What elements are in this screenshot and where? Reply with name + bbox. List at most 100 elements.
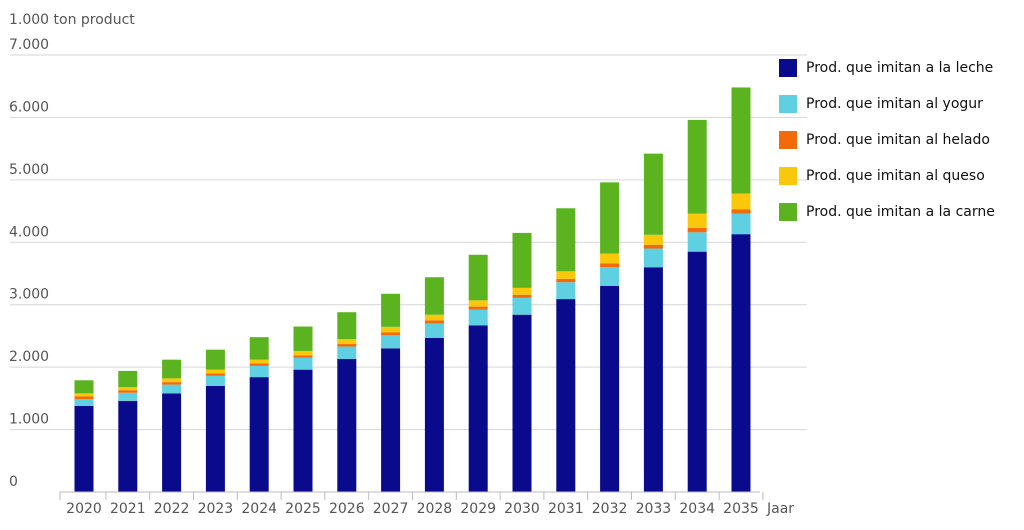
- bar-segment: [731, 234, 751, 493]
- bar-segment: [162, 384, 182, 394]
- legend-item: Prod. que imitan al helado: [779, 122, 995, 158]
- bar-segment: [468, 306, 488, 310]
- bar-segment: [118, 392, 138, 401]
- legend: Prod. que imitan a la leche Prod. que imi…: [779, 50, 995, 230]
- y-tick-label: 7.000: [9, 37, 49, 53]
- bar-segment: [162, 393, 182, 492]
- bar-segment: [118, 400, 138, 492]
- legend-label: Prod. que imitan al yogur: [806, 96, 983, 112]
- y-tick-label: 5.000: [9, 162, 49, 178]
- bar-segment: [118, 370, 138, 388]
- bar-segment: [687, 232, 707, 252]
- bar-segment: [600, 182, 620, 254]
- x-tick-label: 2034: [679, 501, 715, 517]
- legend-item: Prod. que imitan a la carne: [779, 194, 995, 230]
- bar-segment: [162, 378, 182, 383]
- bar-segment: [687, 213, 707, 228]
- bar-segment: [556, 208, 576, 272]
- x-tick-label: 2021: [110, 501, 146, 517]
- x-axis-label: Jaar: [766, 501, 794, 517]
- y-tick-label: 6.000: [9, 99, 49, 115]
- bar-segment: [74, 405, 94, 492]
- y-tick-label: 0: [9, 474, 18, 490]
- legend-label: Prod. que imitan al helado: [806, 132, 990, 148]
- bar-segment: [337, 339, 357, 345]
- x-tick-label: 2030: [504, 501, 540, 517]
- bar-segment: [424, 337, 444, 492]
- bar-segment: [118, 390, 138, 393]
- x-tick-label: 2032: [592, 501, 628, 517]
- x-tick-label: 2024: [241, 501, 277, 517]
- bar-segment: [600, 263, 620, 268]
- bar-segment: [731, 209, 751, 214]
- bar-segment: [512, 232, 532, 288]
- bar-segment: [205, 373, 225, 376]
- bar-segment: [381, 326, 401, 333]
- bar-segment: [293, 350, 313, 356]
- x-axis: 2020 2021 2022 2023 2024 2025 2026 2027 2028 2029…: [59, 491, 764, 517]
- x-tick-label: 2020: [66, 501, 102, 517]
- bar-segment: [556, 271, 576, 279]
- bar-segment: [468, 300, 488, 307]
- bar-segment: [424, 277, 444, 315]
- bar-segment: [249, 365, 269, 378]
- x-tick-label: 2022: [154, 501, 190, 517]
- legend-label: Prod. que imitan a la carne: [806, 204, 995, 220]
- x-tick-label: 2025: [285, 501, 321, 517]
- bar-segment: [74, 393, 94, 397]
- bar-segment: [468, 254, 488, 301]
- bar-segment: [556, 282, 576, 300]
- bar-segment: [381, 332, 401, 336]
- bar-segment: [424, 320, 444, 324]
- bar-segment: [556, 299, 576, 492]
- bar-segment: [468, 325, 488, 492]
- bar-segment: [643, 244, 663, 249]
- legend-swatch: [779, 59, 797, 77]
- bar-segment: [293, 369, 313, 492]
- x-tick-label: 2033: [636, 501, 672, 517]
- legend-swatch: [779, 203, 797, 221]
- bar-segment: [337, 359, 357, 492]
- legend-item: Prod. que imitan al yogur: [779, 86, 995, 122]
- bar-segment: [643, 153, 663, 235]
- bar-segment: [731, 213, 751, 235]
- gridlines: [10, 54, 807, 431]
- legend-swatch: [779, 167, 797, 185]
- bar-segment: [381, 348, 401, 492]
- bar-segment: [249, 363, 269, 366]
- y-axis-ticks: 0 1.000 2.000 3.000 4.000 5.000 6.000 7.000: [9, 37, 49, 490]
- y-tick-label: 1.000: [9, 412, 49, 428]
- bar-segment: [512, 297, 532, 315]
- bar-segment: [118, 387, 138, 391]
- bar-segment: [337, 344, 357, 347]
- x-tick-label: 2029: [460, 501, 496, 517]
- bar-segment: [74, 380, 94, 394]
- legend-swatch: [779, 131, 797, 149]
- legend-label: Prod. que imitan al queso: [806, 168, 985, 184]
- bar-segment: [74, 396, 94, 399]
- y-tick-label: 4.000: [9, 224, 49, 240]
- bar-segment: [600, 285, 620, 492]
- bar-segment: [424, 314, 444, 321]
- x-tick-label: 2031: [548, 501, 584, 517]
- bar-segment: [162, 359, 182, 379]
- bar-segment: [249, 337, 269, 360]
- bar-segment: [687, 119, 707, 214]
- bar-segment: [687, 227, 707, 233]
- x-tick-label: 2023: [198, 501, 234, 517]
- bar-segment: [731, 87, 751, 194]
- y-tick-label: 2.000: [9, 349, 49, 365]
- x-tick-label: 2027: [373, 501, 409, 517]
- bar-segment: [687, 251, 707, 492]
- legend-item: Prod. que imitan al queso: [779, 158, 995, 194]
- legend-label: Prod. que imitan a la leche: [806, 60, 994, 76]
- bar-segment: [381, 293, 401, 327]
- bar-segment: [293, 355, 313, 358]
- bar-segment: [74, 398, 94, 406]
- y-axis-unit-label: 1.000 ton product: [9, 12, 135, 28]
- bar-segment: [205, 385, 225, 492]
- bar-segment: [556, 278, 576, 283]
- x-tick-label: 2026: [329, 501, 365, 517]
- bar-segment: [512, 287, 532, 295]
